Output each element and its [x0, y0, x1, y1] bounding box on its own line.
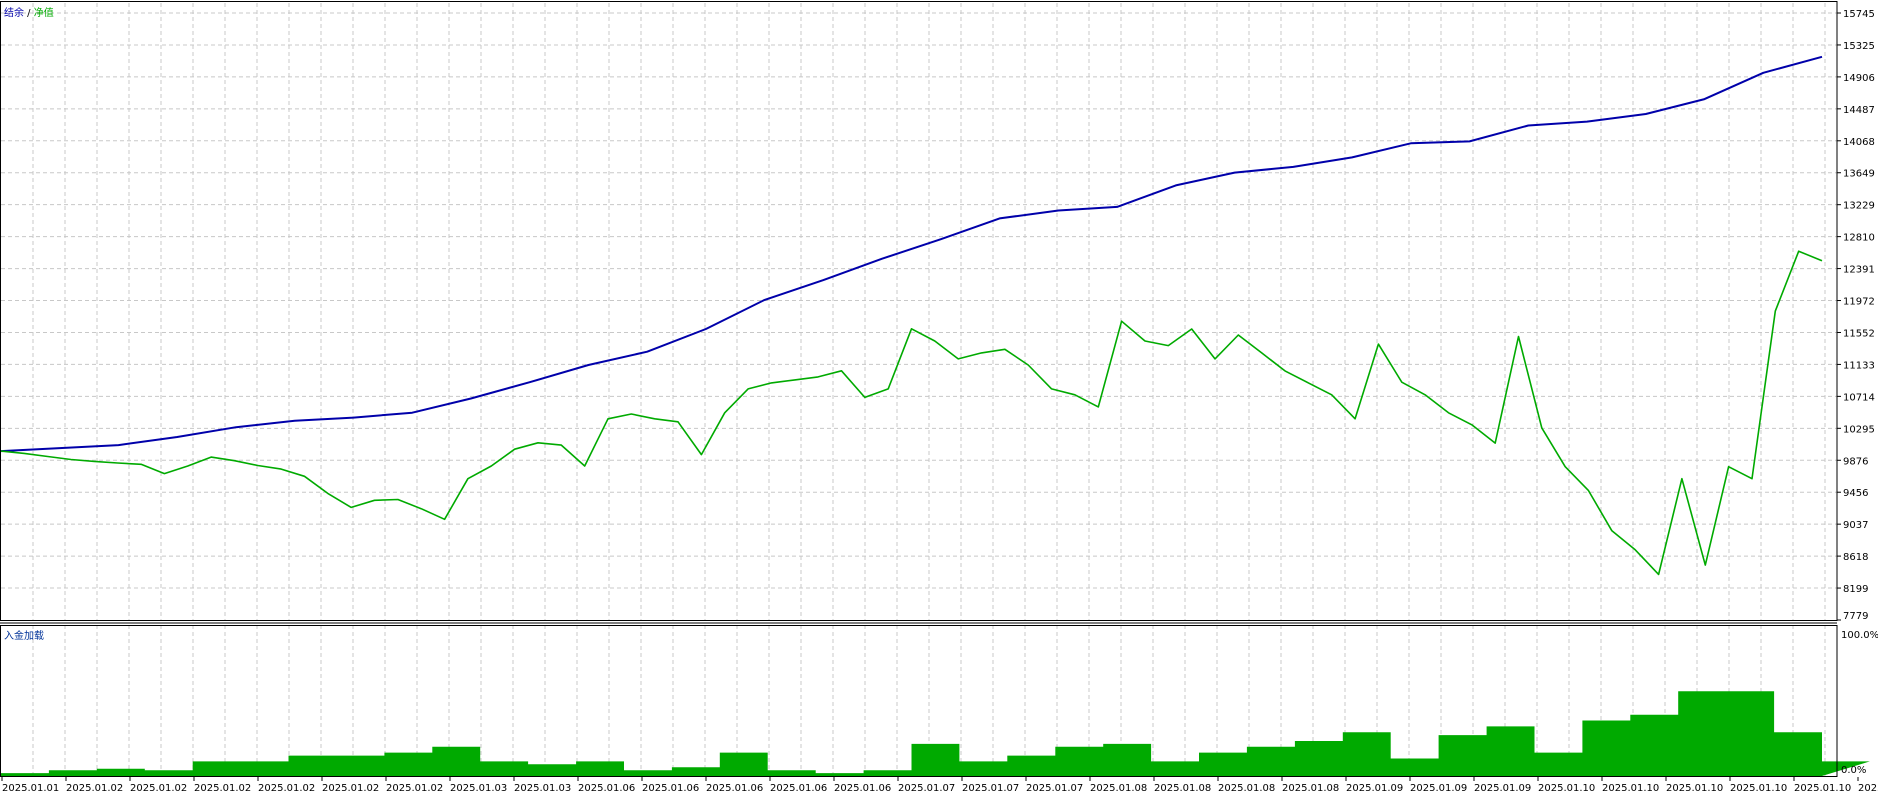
legend-equity: 净值 [33, 8, 54, 19]
y-tick-label: 10714 [1843, 392, 1875, 403]
x-tick-label: 2025.01.06 [834, 783, 891, 793]
x-tick-label: 2025.01.06 [770, 783, 827, 793]
y-tick-label: 8618 [1843, 552, 1868, 563]
x-tick-label: 2025.01.09 [1346, 783, 1403, 793]
x-tick-label: 2025.01.10 [1730, 783, 1787, 793]
y-tick-label: 7779 [1843, 611, 1868, 622]
y-tick-label: 10295 [1843, 424, 1875, 435]
x-tick-label: 2025.01.03 [450, 783, 507, 793]
x-tick-label: 2025.01.08 [1154, 783, 1211, 793]
x-tick-label: 2025.01.01 [2, 783, 59, 793]
y-tick-label: 9456 [1843, 488, 1868, 499]
y-tick-label: 11133 [1843, 360, 1875, 371]
margin-load-title: 入金加载 [4, 631, 44, 642]
x-tick-label: 2025.01.13 [1858, 783, 1878, 793]
x-tick-label: 2025.01.09 [1410, 783, 1467, 793]
x-tick-label: 2025.01.08 [1090, 783, 1147, 793]
legend: 结余 / 净值 [4, 4, 54, 19]
y-tick-label: 11552 [1843, 328, 1875, 339]
balance-line [0, 55, 1823, 453]
y-tick-label: 12810 [1843, 233, 1875, 244]
load-y-tick-label: 100.0% [1841, 630, 1878, 641]
legend-balance: 结余 [4, 8, 24, 19]
y-tick-label: 9876 [1843, 456, 1868, 467]
x-tick-label: 2025.01.02 [66, 783, 123, 793]
margin-load-area [1, 691, 1870, 776]
x-tick-label: 2025.01.08 [1282, 783, 1339, 793]
equity-line [0, 250, 1823, 576]
x-tick-label: 2025.01.02 [258, 783, 315, 793]
x-tick-label: 2025.01.06 [706, 783, 763, 793]
x-tick-label: 2025.01.08 [1218, 783, 1275, 793]
x-tick-label: 2025.01.10 [1538, 783, 1595, 793]
x-tick-label: 2025.01.06 [578, 783, 635, 793]
x-tick-label: 2025.01.06 [642, 783, 699, 793]
x-tick-label: 2025.01.07 [898, 783, 955, 793]
legend-separator: / [24, 8, 34, 19]
y-tick-label: 15325 [1843, 41, 1875, 52]
series-layer [0, 55, 1870, 776]
y-tick-label: 14068 [1843, 137, 1875, 148]
grid [1, 3, 1837, 776]
x-tick-label: 2025.01.02 [386, 783, 443, 793]
y-tick-label: 14906 [1843, 73, 1875, 84]
x-tick-label: 2025.01.10 [1794, 783, 1851, 793]
y-tick-label: 15745 [1843, 9, 1875, 20]
y-tick-label: 11972 [1843, 297, 1875, 308]
x-tick-label: 2025.01.10 [1666, 783, 1723, 793]
load-pane-border [0, 625, 1838, 777]
price-pane-border [0, 1, 1838, 621]
x-tick-label: 2025.01.02 [130, 783, 187, 793]
y-tick-label: 13229 [1843, 201, 1875, 212]
y-tick-label: 9037 [1843, 520, 1868, 531]
y-tick-label: 13649 [1843, 169, 1875, 180]
x-tick-label: 2025.01.07 [1026, 783, 1083, 793]
x-tick-label: 2025.01.03 [514, 783, 571, 793]
x-tick-label: 2025.01.10 [1602, 783, 1659, 793]
x-tick-label: 2025.01.02 [322, 783, 379, 793]
x-tick-label: 2025.01.02 [194, 783, 251, 793]
y-tick-label: 8199 [1843, 584, 1868, 595]
y-tick-label: 14487 [1843, 105, 1875, 116]
y-tick-label: 12391 [1843, 265, 1875, 276]
load-y-tick-label: 0.0% [1841, 765, 1866, 776]
frame [0, 1, 1838, 777]
y-axis: 15745 15325 14906 14487 14068 13649 13229 12810… [1837, 9, 1878, 776]
x-tick-label: 2025.01.07 [962, 783, 1019, 793]
x-tick-label: 2025.01.09 [1474, 783, 1531, 793]
x-axis: 2025.01.01 2025.01.02 2025.01.02 2025.01.02… [1, 777, 1878, 793]
